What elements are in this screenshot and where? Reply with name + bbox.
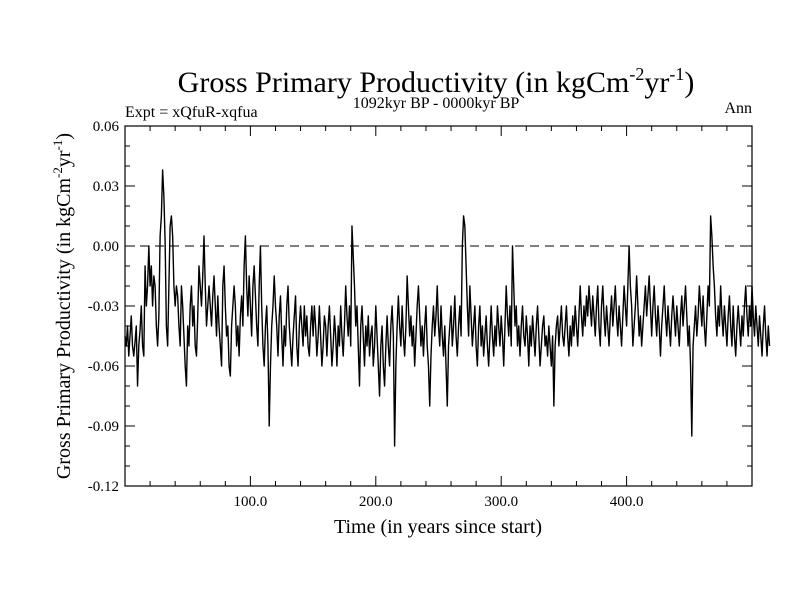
y-tick-label: -0.06 [88, 359, 120, 375]
season-label: Ann [724, 100, 752, 117]
ylabel-mid: yr [53, 150, 75, 167]
y-tick-label: 0.00 [93, 239, 119, 255]
y-tick-label: -0.03 [88, 299, 119, 315]
title-mid: yr [644, 66, 669, 99]
ylabel-end: ) [53, 133, 75, 140]
x-axis-label: Time (in years since start) [334, 516, 542, 538]
y-axis-label: Gross Primary Productivity (in kgCm-2yr-… [50, 133, 75, 479]
y-tick-label: 0.06 [93, 119, 120, 135]
y-tick-label: -0.09 [88, 419, 119, 435]
gpp-chart: Gross Primary Productivity (in kgCm-2yr-… [0, 0, 800, 600]
title-sup-1: -2 [629, 64, 644, 84]
expt-label: Expt = xQfuR-xqfua [125, 104, 258, 121]
title-sup-2: -1 [669, 64, 684, 84]
series-line [125, 170, 770, 446]
chart-subtitle: 1092kyr BP - 0000kyr BP [353, 95, 520, 112]
title-end: ) [684, 66, 694, 99]
y-tick-label: -0.12 [88, 479, 119, 495]
ylabel-sup-1: -2 [50, 167, 65, 178]
ylabel-sup-2: -1 [50, 140, 65, 151]
series-layer [125, 170, 770, 446]
ylabel-main: Gross Primary Productivity (in kgCm [53, 178, 75, 480]
chart-title: Gross Primary Productivity (in kgCm-2yr-… [178, 64, 695, 99]
x-tick-label: 400.0 [610, 494, 644, 510]
x-tick-label: 100.0 [234, 494, 268, 510]
x-tick-label: 300.0 [484, 494, 518, 510]
y-tick-label: 0.03 [93, 179, 119, 195]
x-tick-label: 200.0 [359, 494, 393, 510]
